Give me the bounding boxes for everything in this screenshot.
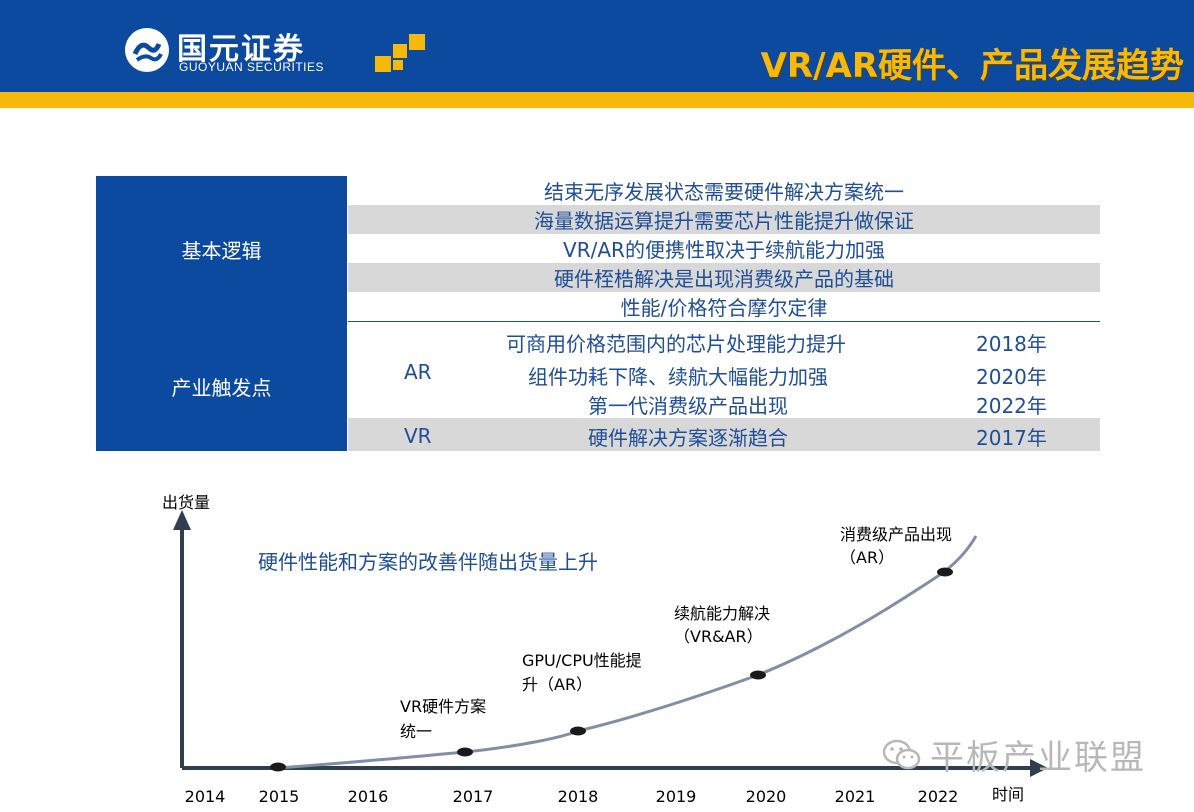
y-axis-label: 出货量 <box>162 493 210 512</box>
watermark: 平板产业联盟 <box>882 730 1146 779</box>
x-tick-2016: 2016 <box>348 787 389 806</box>
logic-row-5: 性能/价格符合摩尔定律 <box>620 296 828 320</box>
x-tick-2021: 2021 <box>835 787 876 806</box>
x-axis-label: 时间 <box>992 785 1024 804</box>
anno-vr-line2: 统一 <box>400 722 432 741</box>
x-tick-2014: 2014 <box>185 787 226 806</box>
x-tick-2015: 2015 <box>259 787 300 806</box>
vr-label: VR <box>404 424 432 448</box>
chart-title: 硬件性能和方案的改善伴随出货量上升 <box>258 550 598 574</box>
logo-squares-icon <box>375 34 425 72</box>
x-tick-2018: 2018 <box>558 787 599 806</box>
vr-row-year: 2017年 <box>976 426 1047 450</box>
milestone-points <box>270 567 953 772</box>
logic-row-3: VR/AR的便携性取决于续航能力加强 <box>563 238 885 262</box>
anno-gpu-line2: 升（AR） <box>522 675 592 694</box>
trigger-label: 产业触发点 <box>171 376 272 400</box>
company-name-cn: 国元证券 <box>177 32 305 67</box>
page-title: VR/AR硬件、产品发展趋势 <box>760 46 1184 86</box>
milestone-point-2022 <box>937 567 953 577</box>
ar-row-1-text: 可商用价格范围内的芯片处理能力提升 <box>506 332 846 356</box>
ar-label: AR <box>404 360 432 384</box>
shipment-chart: 出货量 时间 2014 2015 2016 2017 2018 2019 2020 2021 2… <box>162 493 1048 806</box>
x-tick-2020: 2020 <box>746 787 787 806</box>
logic-label-cell: 基本逻辑 <box>96 176 347 322</box>
anno-bat-line2: （VR&AR） <box>674 627 763 646</box>
company-name-en: GUOYUAN SECURITIES <box>179 60 325 74</box>
header-bar <box>0 0 1194 92</box>
x-tick-2019: 2019 <box>656 787 697 806</box>
anno-bat-line1: 续航能力解决 <box>674 604 770 623</box>
header-stripe <box>0 92 1194 108</box>
vr-row <box>348 418 1100 451</box>
x-tick-labels: 2014 2015 2016 2017 2018 2019 2020 2021 2022 <box>185 787 959 806</box>
anno-cons-line2: （AR） <box>840 548 894 567</box>
trigger-label-cell: 产业触发点 <box>96 322 347 451</box>
vr-row-text: 硬件解决方案逐渐趋合 <box>588 426 788 450</box>
logo-emblem-icon <box>125 28 169 72</box>
ar-row-2-text: 组件功耗下降、续航大幅能力加强 <box>528 365 828 389</box>
y-axis-arrow-icon <box>173 510 191 530</box>
ar-row-1-year: 2018年 <box>976 332 1047 356</box>
logic-label: 基本逻辑 <box>181 238 262 263</box>
anno-gpu-line1: GPU/CPU性能提 <box>522 651 642 670</box>
anno-vr-line1: VR硬件方案 <box>400 697 486 716</box>
logic-row-4: 硬件桎梏解决是出现消费级产品的基础 <box>348 263 1100 292</box>
logic-row-1: 结束无序发展状态需要硬件解决方案统一 <box>544 180 904 204</box>
milestone-point-2017 <box>457 747 473 757</box>
growth-curve <box>277 535 978 770</box>
wechat-icon <box>882 739 921 769</box>
logic-row-2: 海量数据运算提升需要芯片性能提升做保证 <box>348 205 1100 234</box>
milestone-point-2015 <box>270 762 286 772</box>
watermark-text: 平板产业联盟 <box>930 738 1146 778</box>
milestone-point-2018 <box>570 726 586 736</box>
table-divider <box>348 321 1100 322</box>
ar-row-3-year: 2022年 <box>976 394 1047 418</box>
x-tick-2017: 2017 <box>453 787 494 806</box>
x-tick-2022: 2022 <box>918 787 959 806</box>
milestone-point-2020 <box>750 670 766 680</box>
x-axis-arrow-icon <box>1030 759 1048 777</box>
ar-row-2-year: 2020年 <box>976 365 1047 389</box>
ar-row-3-text: 第一代消费级产品出现 <box>588 394 788 418</box>
anno-cons-line1: 消费级产品出现 <box>840 525 952 544</box>
